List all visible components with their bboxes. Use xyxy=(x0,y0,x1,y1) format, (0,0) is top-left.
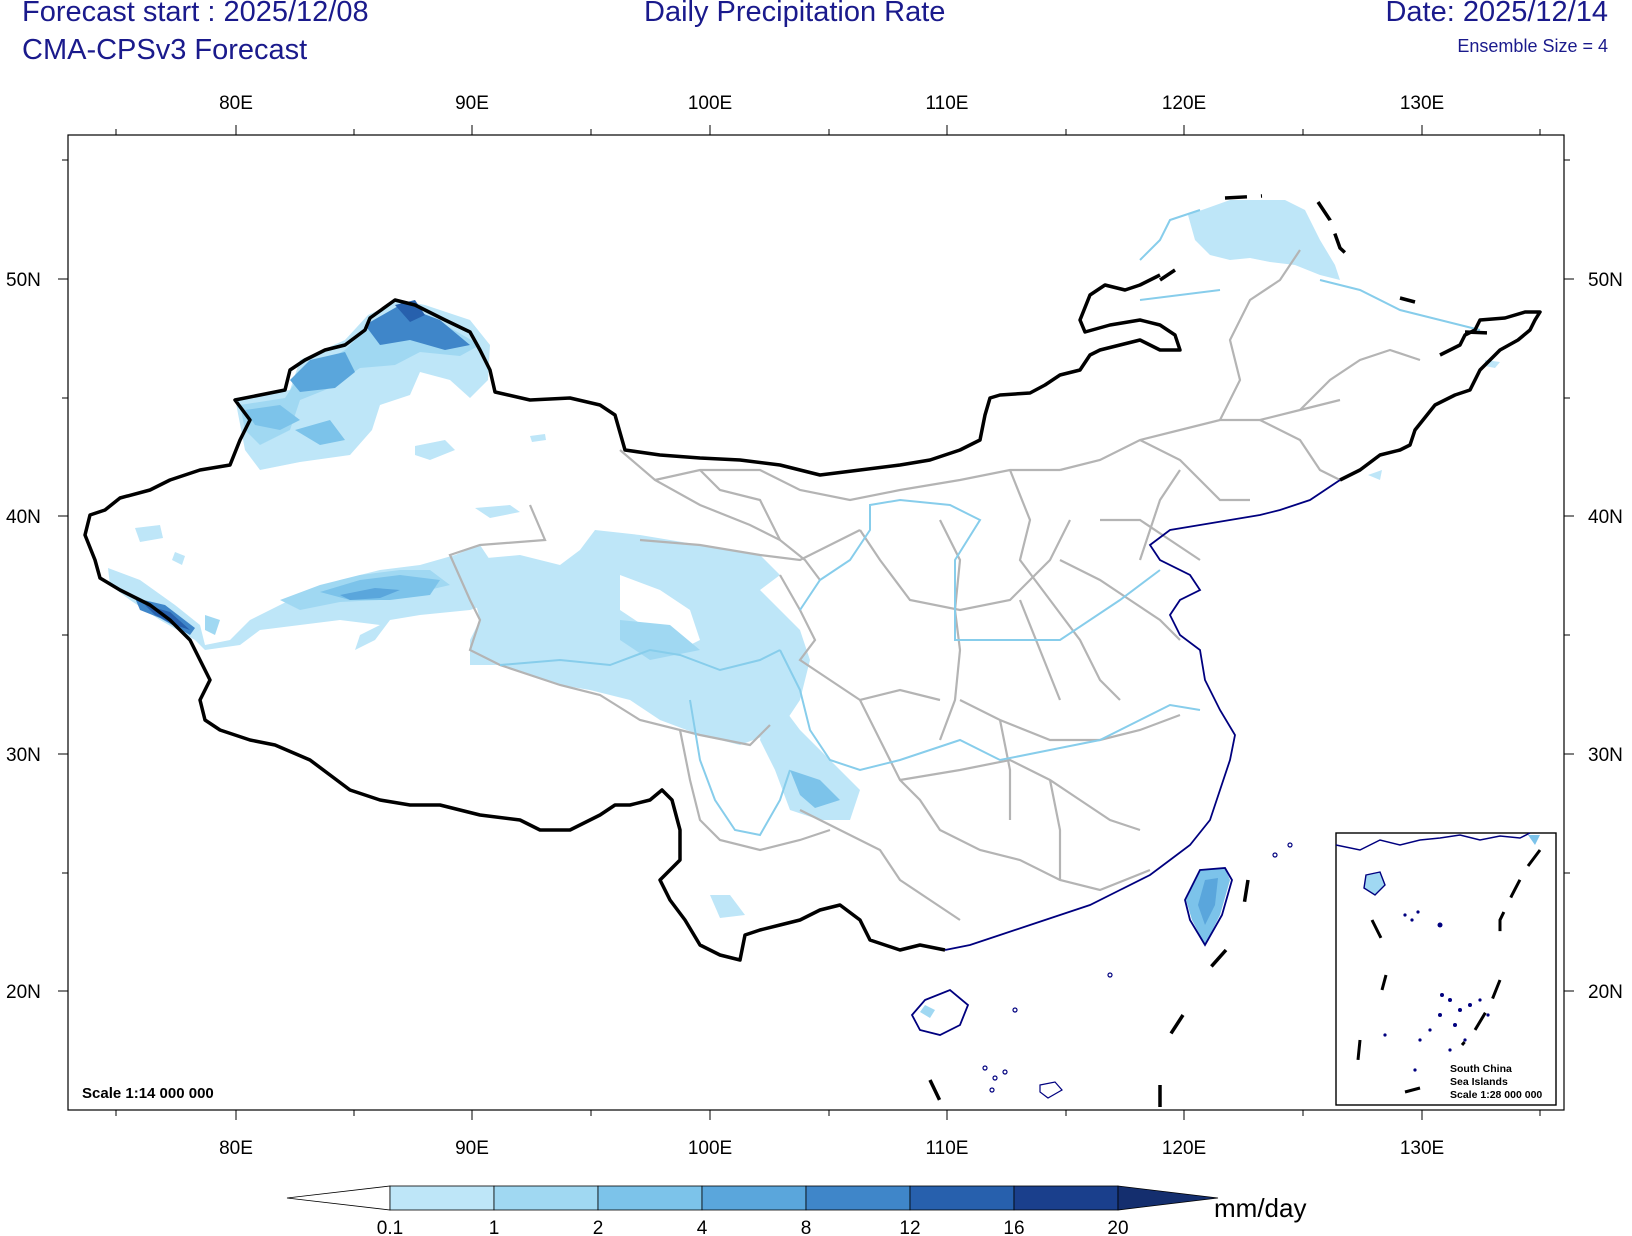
lon-ticks xyxy=(115,125,1541,1120)
lon-label-top: 110E xyxy=(926,93,969,114)
lon-label-top: 90E xyxy=(455,93,489,114)
border-dashes xyxy=(928,194,1491,1110)
lon-label-top: 120E xyxy=(1162,93,1206,114)
date-label: Date: 2025/12/14 xyxy=(1385,0,1608,28)
lon-label-top: 100E xyxy=(688,93,732,114)
ensemble-size-label: Ensemble Size = 4 xyxy=(1457,36,1608,56)
colorbar-tick-label: 12 xyxy=(899,1218,920,1236)
colorbar-box xyxy=(909,1185,1015,1211)
province-borders xyxy=(448,249,1421,921)
south-china-sea-inset: South China Sea Islands Scale 1:28 000 0… xyxy=(1335,832,1557,1106)
lat-label-right: 50N xyxy=(1588,270,1623,291)
lat-label-right: 40N xyxy=(1588,507,1623,528)
lat-label-right: 30N xyxy=(1588,745,1623,766)
map-title: Daily Precipitation Rate xyxy=(644,0,946,28)
colorbar-lower-triangle xyxy=(286,1185,391,1211)
lon-label-bottom: 110E xyxy=(926,1138,969,1159)
lon-label-bottom: 120E xyxy=(1162,1138,1206,1159)
inset-label-line1: South China xyxy=(1450,1063,1512,1075)
lat-label-left: 40N xyxy=(6,507,41,528)
colorbar-tick-label: 20 xyxy=(1107,1218,1128,1236)
lon-label-top: 130E xyxy=(1400,93,1444,114)
inset-label-line2: Sea Islands xyxy=(1450,1076,1508,1088)
lon-label-bottom: 80E xyxy=(219,1138,253,1159)
lon-label-top: 80E xyxy=(219,93,253,114)
national-border xyxy=(83,273,1542,962)
colorbar-box xyxy=(1013,1185,1119,1211)
map-scale-label: Scale 1:14 000 000 xyxy=(82,1085,214,1102)
lat-ticks xyxy=(58,159,1574,992)
colorbar-tick-label: 1 xyxy=(489,1218,500,1236)
colorbar-upper-triangle xyxy=(1117,1185,1219,1211)
lat-label-right: 20N xyxy=(1588,982,1623,1003)
colorbar-tick-label: 8 xyxy=(801,1218,812,1236)
colorbar-tick-label: 4 xyxy=(697,1218,708,1236)
colorbar: 0.1 1 2 4 8 12 16 20 mm/day xyxy=(286,1185,1306,1236)
rivers xyxy=(499,209,1481,837)
lon-label-bottom: 130E xyxy=(1400,1138,1444,1159)
colorbar-box xyxy=(389,1185,495,1211)
colorbar-tick-label: 2 xyxy=(593,1218,604,1236)
coastline xyxy=(910,479,1341,1036)
inset-scale-label: Scale 1:28 000 000 xyxy=(1450,1089,1542,1101)
colorbar-tick-label: 16 xyxy=(1003,1218,1024,1236)
model-label: CMA-CPSv3 Forecast xyxy=(22,34,308,66)
colorbar-unit-label: mm/day xyxy=(1214,1193,1306,1223)
lon-label-bottom: 90E xyxy=(455,1138,489,1159)
lat-label-left: 20N xyxy=(6,982,41,1003)
lon-label-bottom: 100E xyxy=(688,1138,732,1159)
colorbar-box xyxy=(597,1185,703,1211)
colorbar-box xyxy=(805,1185,911,1211)
lat-label-left: 30N xyxy=(6,745,41,766)
colorbar-box xyxy=(493,1185,599,1211)
colorbar-box xyxy=(701,1185,807,1211)
colorbar-tick-label: 0.1 xyxy=(377,1218,403,1236)
forecast-start-label: Forecast start : 2025/12/08 xyxy=(22,0,369,28)
lat-label-left: 50N xyxy=(6,270,41,291)
small-islands xyxy=(982,842,1293,1099)
